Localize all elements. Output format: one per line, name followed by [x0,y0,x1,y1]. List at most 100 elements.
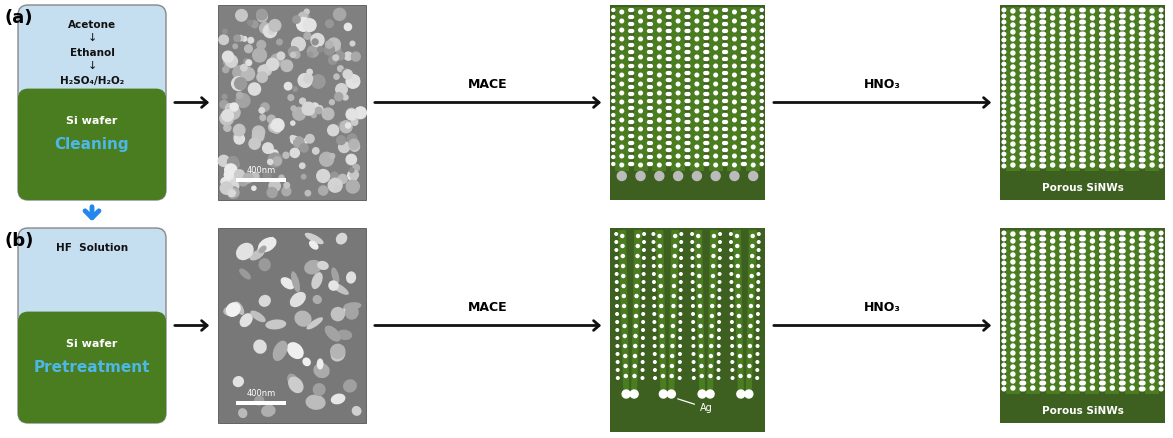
Circle shape [1042,62,1045,66]
Ellipse shape [331,307,345,321]
Circle shape [297,18,311,31]
Circle shape [723,8,726,11]
Circle shape [687,141,690,145]
Circle shape [1002,164,1005,168]
Circle shape [1042,303,1045,307]
Ellipse shape [290,292,306,307]
Circle shape [1042,255,1045,259]
Circle shape [350,170,359,179]
Circle shape [678,369,682,371]
Circle shape [669,141,671,145]
Circle shape [1121,243,1125,247]
Circle shape [1011,37,1015,41]
Circle shape [1091,386,1094,390]
Circle shape [1111,274,1114,278]
Circle shape [757,328,759,331]
Circle shape [1022,375,1025,379]
Circle shape [760,99,764,102]
Circle shape [1071,51,1074,55]
Circle shape [639,91,643,95]
Circle shape [1060,375,1064,379]
Circle shape [760,127,764,131]
Ellipse shape [239,268,251,279]
Circle shape [1080,339,1084,343]
Circle shape [666,15,670,18]
Circle shape [685,141,689,145]
Text: Si wafer: Si wafer [67,116,117,126]
Circle shape [1011,267,1015,271]
Circle shape [723,92,726,95]
Circle shape [1121,74,1125,78]
Circle shape [1021,237,1024,241]
Circle shape [678,361,682,363]
Bar [690,7,704,171]
Circle shape [257,40,265,49]
Circle shape [1111,260,1114,264]
Circle shape [704,162,707,166]
Circle shape [731,297,733,299]
Circle shape [1111,121,1114,125]
Circle shape [223,67,229,73]
Circle shape [1150,128,1154,132]
Circle shape [711,314,713,318]
Circle shape [725,8,727,11]
Circle shape [1080,351,1084,355]
Circle shape [1091,239,1094,243]
Circle shape [293,52,300,58]
Circle shape [696,46,699,50]
Circle shape [631,92,633,95]
Circle shape [1091,267,1094,271]
Circle shape [744,155,746,159]
Circle shape [316,107,323,114]
Circle shape [1051,142,1055,146]
Circle shape [1062,267,1065,271]
Circle shape [1121,152,1125,156]
Ellipse shape [331,282,348,295]
Circle shape [612,92,615,95]
Text: HNO₃: HNO₃ [865,301,901,314]
Circle shape [267,153,282,167]
Circle shape [733,46,737,50]
Circle shape [1091,274,1094,278]
Circle shape [669,148,671,152]
Circle shape [741,43,745,46]
Circle shape [744,64,746,67]
Circle shape [1031,316,1035,320]
Circle shape [222,110,233,121]
Circle shape [1121,267,1125,271]
Circle shape [718,273,721,276]
Circle shape [1121,345,1125,349]
Circle shape [1062,26,1065,30]
Circle shape [1099,98,1104,102]
Circle shape [1080,128,1084,132]
Circle shape [1159,291,1162,295]
Circle shape [1131,149,1134,153]
Bar [610,228,765,423]
Circle shape [631,113,633,117]
Circle shape [1091,72,1094,76]
Circle shape [730,172,739,180]
Circle shape [1022,243,1025,247]
Circle shape [687,64,690,67]
Circle shape [1131,274,1134,278]
Circle shape [1141,146,1145,150]
Circle shape [1150,302,1154,306]
Circle shape [1119,303,1123,307]
Circle shape [1060,285,1064,289]
Circle shape [615,233,617,235]
Circle shape [1119,375,1123,379]
Circle shape [653,328,656,331]
Circle shape [1121,255,1125,259]
Circle shape [1141,44,1145,48]
Circle shape [1051,65,1055,69]
Circle shape [710,335,713,338]
Circle shape [1021,297,1024,301]
Circle shape [1040,38,1044,42]
Bar [1025,7,1039,171]
Circle shape [1031,16,1035,20]
Circle shape [685,134,689,138]
Circle shape [643,265,645,267]
Circle shape [1031,309,1035,313]
Circle shape [723,134,726,138]
Circle shape [1011,232,1015,236]
